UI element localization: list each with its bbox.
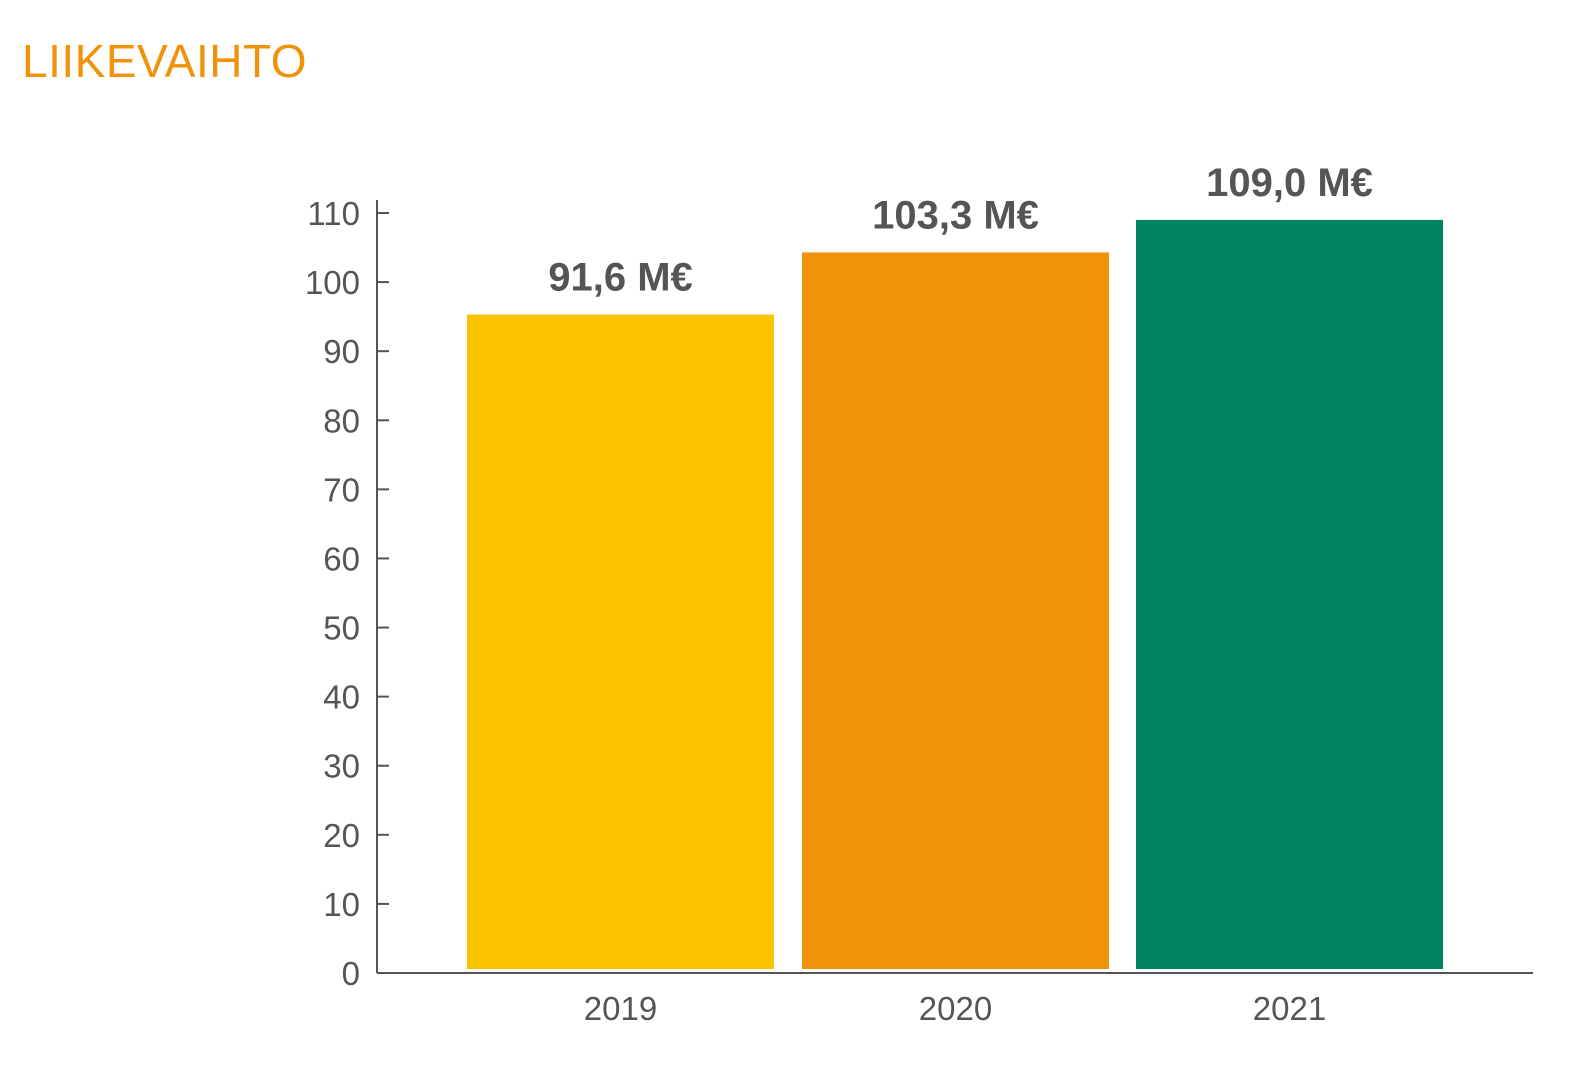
y-tick-label: 70 [323,471,360,508]
bar-2021 [1136,219,1443,970]
y-tick-label: 80 [323,402,360,439]
bar-2020 [802,252,1109,969]
chart-axes: 0 10 20 30 40 50 60 70 80 90 100 110 [305,195,1533,992]
y-tick-label: 90 [323,333,360,370]
y-tick-label: 40 [323,679,360,716]
y-tick-label: 110 [307,195,360,232]
data-label: 109,0 M€ [1206,161,1373,205]
chart-title: LIIKEVAIHTO [22,35,308,87]
x-tick-label: 2019 [584,990,657,1027]
y-tick-label: 30 [323,748,360,785]
y-tick-label: 100 [305,264,360,301]
data-label: 91,6 M€ [548,256,693,300]
bar-2019 [467,314,774,970]
y-tick-label: 60 [323,540,360,577]
chart-bars [467,219,1443,970]
y-tick-label: 50 [323,610,360,647]
x-tick-label: 2021 [1253,990,1326,1027]
y-tick-label: 10 [323,886,360,923]
data-label: 103,3 M€ [872,193,1039,237]
y-tick-label: 0 [342,955,360,992]
x-tick-label: 2020 [919,990,992,1027]
y-tick-label: 20 [323,817,360,854]
chart-labels: 2019 91,6 M€ 2020 103,3 M€ 2021 109,0 M€ [548,161,1373,1027]
